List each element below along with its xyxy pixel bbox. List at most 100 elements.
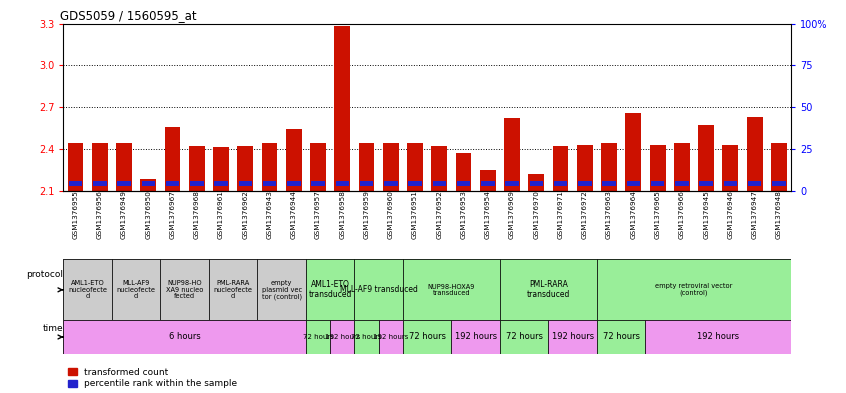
Bar (359, 143, 375, 191)
FancyBboxPatch shape (112, 259, 161, 320)
Text: GDS5059 / 1560595_at: GDS5059 / 1560595_at (60, 9, 196, 22)
Bar (116, 143, 132, 191)
Bar (504, 118, 520, 191)
Bar (747, 117, 762, 191)
Bar (287, 181, 300, 186)
Bar (771, 143, 787, 191)
Text: GSM1376944: GSM1376944 (291, 191, 297, 239)
FancyBboxPatch shape (209, 259, 257, 320)
Text: GSM1376946: GSM1376946 (728, 191, 733, 239)
Text: 72 hours: 72 hours (351, 334, 382, 340)
Bar (214, 181, 228, 186)
Text: AML1-ETO
transduced: AML1-ETO transduced (309, 281, 352, 299)
Bar (189, 146, 205, 191)
Text: GSM1376952: GSM1376952 (437, 191, 442, 239)
Text: 192 hours: 192 hours (373, 334, 409, 340)
Bar (431, 146, 448, 191)
Text: GSM1376972: GSM1376972 (582, 191, 588, 239)
Text: 72 hours: 72 hours (602, 332, 640, 342)
FancyBboxPatch shape (548, 320, 597, 354)
Bar (577, 145, 593, 191)
FancyBboxPatch shape (500, 320, 548, 354)
Bar (627, 181, 640, 186)
Bar (238, 146, 253, 191)
Bar (407, 143, 423, 191)
Text: GSM1376969: GSM1376969 (509, 191, 515, 239)
Bar (480, 170, 496, 191)
Text: GSM1376967: GSM1376967 (169, 191, 176, 239)
Text: 192 hours: 192 hours (552, 332, 594, 342)
Bar (213, 147, 229, 191)
Text: GSM1376959: GSM1376959 (364, 191, 370, 239)
FancyBboxPatch shape (63, 259, 112, 320)
FancyBboxPatch shape (306, 320, 330, 354)
Text: 192 hours: 192 hours (454, 332, 497, 342)
Bar (310, 143, 326, 191)
Text: PML-RARA
nucleofecte
d: PML-RARA nucleofecte d (214, 280, 253, 299)
Bar (68, 143, 84, 191)
Text: GSM1376953: GSM1376953 (460, 191, 467, 239)
Bar (698, 125, 714, 191)
Text: 6 hours: 6 hours (169, 332, 201, 342)
Text: GSM1376962: GSM1376962 (242, 191, 249, 239)
Text: NUP98-HO
XA9 nucleo
fected: NUP98-HO XA9 nucleo fected (166, 280, 203, 299)
Text: 72 hours: 72 hours (303, 334, 333, 340)
Text: GSM1376961: GSM1376961 (218, 191, 224, 239)
FancyBboxPatch shape (597, 320, 645, 354)
Text: GSM1376948: GSM1376948 (776, 191, 782, 239)
FancyBboxPatch shape (403, 259, 500, 320)
Text: NUP98-HOXA9
transduced: NUP98-HOXA9 transduced (428, 284, 475, 296)
Bar (772, 181, 786, 186)
Bar (360, 181, 373, 186)
Text: GSM1376965: GSM1376965 (655, 191, 661, 239)
Bar (723, 181, 737, 186)
Text: GSM1376954: GSM1376954 (485, 191, 491, 239)
Bar (552, 146, 569, 191)
Text: GSM1376971: GSM1376971 (558, 191, 563, 239)
Text: GSM1376964: GSM1376964 (630, 191, 636, 239)
Bar (311, 181, 325, 186)
FancyBboxPatch shape (257, 259, 306, 320)
Bar (166, 181, 179, 186)
Text: PML-RARA
transduced: PML-RARA transduced (527, 281, 570, 299)
Bar (457, 181, 470, 186)
FancyBboxPatch shape (403, 320, 452, 354)
Bar (554, 181, 568, 186)
Text: GSM1376949: GSM1376949 (121, 191, 127, 239)
Bar (336, 181, 349, 186)
Bar (384, 181, 398, 186)
Bar (239, 181, 252, 186)
Bar (530, 181, 543, 186)
FancyBboxPatch shape (63, 320, 306, 354)
Legend: transformed count, percentile rank within the sample: transformed count, percentile rank withi… (68, 368, 238, 389)
Text: GSM1376943: GSM1376943 (266, 191, 272, 239)
Text: GSM1376968: GSM1376968 (194, 191, 200, 239)
Bar (165, 127, 180, 191)
Text: protocol: protocol (26, 270, 63, 279)
FancyBboxPatch shape (379, 320, 403, 354)
Bar (432, 181, 446, 186)
Bar (481, 181, 495, 186)
Text: GSM1376956: GSM1376956 (96, 191, 103, 239)
FancyBboxPatch shape (330, 320, 354, 354)
Text: GSM1376955: GSM1376955 (73, 191, 79, 239)
Bar (700, 181, 713, 186)
Bar (69, 181, 82, 186)
Text: 72 hours: 72 hours (409, 332, 446, 342)
FancyBboxPatch shape (354, 320, 379, 354)
Bar (748, 181, 761, 186)
Bar (261, 143, 277, 191)
Bar (456, 153, 471, 191)
Bar (650, 145, 666, 191)
Bar (529, 174, 544, 191)
Bar (578, 181, 591, 186)
Text: empty retroviral vector
(control): empty retroviral vector (control) (656, 283, 733, 296)
Bar (334, 26, 350, 191)
Bar (118, 181, 131, 186)
Bar (722, 145, 739, 191)
Text: GSM1376945: GSM1376945 (703, 191, 709, 239)
Bar (383, 143, 398, 191)
Bar (92, 143, 107, 191)
Text: AML1-ETO
nucleofecte
d: AML1-ETO nucleofecte d (69, 280, 107, 299)
Text: GSM1376963: GSM1376963 (606, 191, 613, 239)
